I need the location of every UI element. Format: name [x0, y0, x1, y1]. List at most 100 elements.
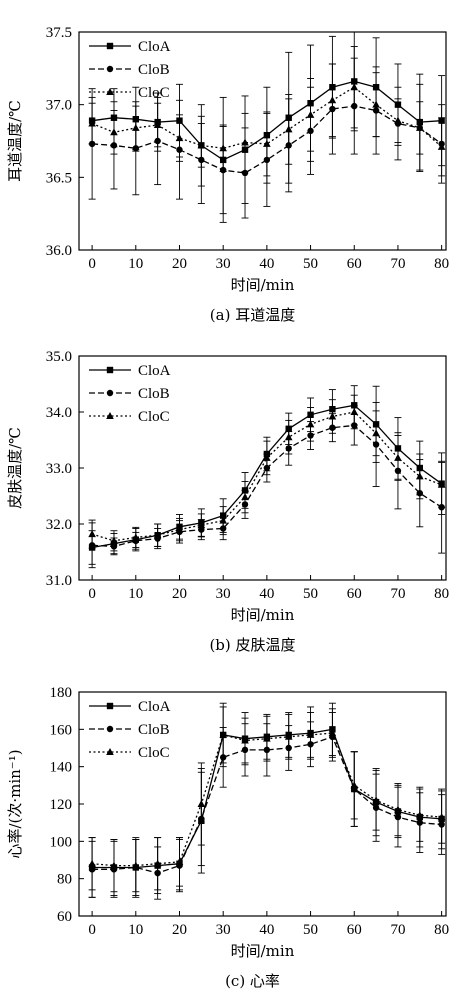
chart0-x-axis-title: 时间/min	[231, 276, 295, 294]
chart1-legend-CloA-label: CloA	[138, 363, 171, 379]
chart0-x-tick-label: 50	[303, 256, 318, 272]
chart0-CloC-point	[219, 144, 227, 152]
chart0-plot-frame	[78, 31, 447, 251]
chart1-CloC-point	[219, 516, 227, 524]
chart2-legend-CloA-marker	[106, 702, 114, 710]
chart1-x-tick-label: 30	[216, 586, 231, 602]
chart2-CloC-point	[153, 859, 162, 867]
chart0-CloC-point	[197, 141, 206, 149]
chart2-y-tick-label: 180	[50, 685, 73, 701]
chart2-x-tick-label: 10	[128, 922, 143, 938]
chart2-legend-CloB-label: CloB	[138, 722, 170, 738]
chart2-CloC-point	[415, 811, 424, 819]
chart2-CloC-point	[328, 729, 337, 737]
chart0-legend-CloA-marker	[106, 42, 114, 50]
chart1-legend-CloC-marker	[106, 412, 114, 419]
chart1-y-tick-label: 31.0	[46, 573, 72, 589]
chart0-CloC-point	[415, 123, 424, 131]
chart1-CloC-point	[284, 433, 293, 441]
chart2-CloC-point	[350, 781, 359, 789]
chart2-CloC-point	[110, 861, 118, 869]
chart0-CloC-point	[284, 125, 293, 133]
chart0-x-tick-label: 80	[434, 256, 449, 272]
chart0-CloC-point	[306, 110, 315, 118]
chart0-CloC-point	[88, 119, 96, 127]
chart2-CloC-point	[284, 732, 293, 740]
chart0-CloC-point	[437, 142, 446, 150]
chart1-CloC-point	[88, 530, 96, 538]
chart2-CloC-point	[263, 734, 271, 742]
chart0-x-tick-label: 60	[347, 256, 362, 272]
chart1-CloC-point	[153, 531, 162, 539]
chart2-x-tick-label: 50	[303, 922, 318, 938]
chart1-CloC-line	[91, 411, 442, 542]
chart2-legend-CloA-label: CloA	[138, 699, 171, 715]
chart2-CloC-point	[372, 796, 380, 804]
chart1-x-tick-label: 40	[259, 586, 274, 602]
chart1-legend-CloB-label: CloB	[138, 386, 170, 402]
chart0-legend-CloC-marker	[106, 88, 114, 95]
chart0-y-tick-label: 37.5	[46, 25, 72, 41]
chart0-caption: (a) 耳道温度	[210, 306, 295, 324]
chart1-CloC-point	[175, 525, 184, 533]
chart0-CloC-point	[175, 134, 184, 142]
chart2-y-tick-label: 140	[50, 760, 73, 776]
chart1-x-tick-label: 50	[303, 586, 318, 602]
chart2-CloC-point	[88, 859, 96, 867]
chart2-x-tick-label: 70	[390, 922, 405, 938]
chart0-y-tick-label: 36.0	[46, 243, 72, 259]
chart1-CloC-point	[306, 420, 315, 428]
chart2-CloB-line	[92, 735, 442, 874]
chart1-CloC-point	[394, 453, 402, 461]
chart1-CloC-point	[328, 412, 337, 420]
chart0-legend-CloB-marker	[106, 65, 114, 73]
chart2-CloC-point	[219, 730, 227, 738]
chart2-x-tick-label: 40	[259, 922, 274, 938]
chart2-y-tick-label: 120	[50, 797, 73, 813]
chart1-x-tick-label: 20	[172, 586, 187, 602]
chart2-x-tick-label: 80	[434, 922, 449, 938]
chart2-y-tick-label: 60	[57, 909, 72, 925]
chart2-CloC-point	[394, 805, 402, 813]
chart2-x-axis-title: 时间/min	[231, 942, 295, 960]
chart2-CloC-point	[197, 800, 206, 807]
chart0-x-tick-label: 0	[88, 256, 96, 272]
chart2-CloC-point	[131, 861, 140, 869]
chart2-legend-CloB-marker	[106, 725, 114, 733]
chart0-CloC-point	[241, 138, 249, 146]
chart0-x-tick-label: 20	[172, 256, 187, 272]
chart1-CloC-point	[241, 493, 249, 501]
chart2-x-tick-label: 0	[88, 922, 96, 938]
chart0-y-tick-label: 36.5	[46, 170, 72, 186]
chart2-y-tick-label: 100	[50, 834, 73, 850]
chart1-CloC-point	[110, 536, 118, 544]
chart1-x-tick-label: 60	[347, 586, 362, 602]
chart1-x-tick-label: 10	[128, 586, 143, 602]
chart0-CloC-point	[328, 96, 337, 104]
chart1-caption: (b) 皮肤温度	[209, 636, 295, 654]
chart0-CloC-point	[263, 139, 271, 147]
chart1-CloC-point	[197, 521, 206, 529]
chart2-y-tick-label: 160	[50, 722, 73, 738]
chart0-y-tick-label: 37.0	[46, 98, 72, 114]
chart2-legend-CloC-marker	[106, 748, 114, 755]
chart1-x-tick-label: 80	[434, 586, 449, 602]
chart2-CloC-point	[241, 736, 249, 744]
chart2-x-tick-label: 30	[216, 922, 231, 938]
chart0-CloC-line	[91, 86, 443, 149]
chart0-CloB-line	[92, 105, 442, 174]
chart0-x-tick-label: 10	[128, 256, 143, 272]
chart0-CloC-point	[110, 128, 118, 136]
chart1-legend-CloA-marker	[106, 366, 114, 374]
chart2-CloC-point	[306, 730, 315, 738]
chart1-x-tick-label: 0	[88, 586, 96, 602]
chart0-CloC-point	[372, 100, 380, 108]
chart1-y-tick-label: 34.0	[46, 405, 72, 421]
chart2-caption: (c) 心率	[225, 972, 280, 990]
chart0-legend-CloB-label: CloB	[138, 62, 170, 78]
chart0-x-tick-label: 30	[216, 256, 231, 272]
chart1-y-tick-label: 32.0	[46, 517, 72, 533]
chart0-CloC-point	[350, 83, 359, 91]
